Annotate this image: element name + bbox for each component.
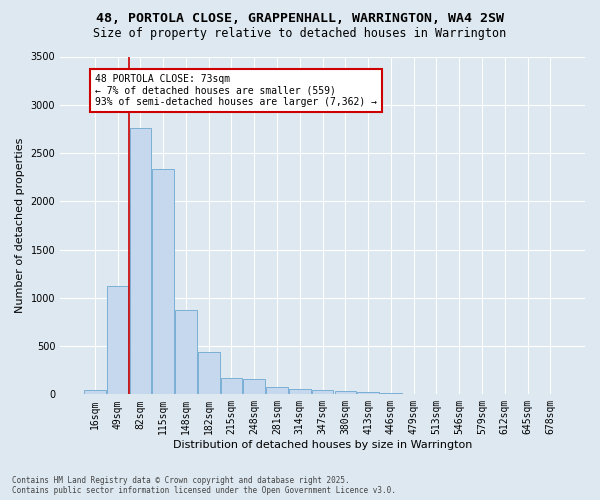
Bar [335, 391, 356, 394]
Y-axis label: Number of detached properties: Number of detached properties [15, 138, 25, 313]
Text: 48 PORTOLA CLOSE: 73sqm
← 7% of detached houses are smaller (559)
93% of semi-de: 48 PORTOLA CLOSE: 73sqm ← 7% of detached… [95, 74, 377, 107]
X-axis label: Distribution of detached houses by size in Warrington: Distribution of detached houses by size … [173, 440, 472, 450]
Bar [152, 170, 174, 394]
Bar [107, 286, 128, 395]
Bar [84, 390, 106, 394]
Bar [130, 128, 151, 394]
Bar [198, 352, 220, 395]
Text: 48, PORTOLA CLOSE, GRAPPENHALL, WARRINGTON, WA4 2SW: 48, PORTOLA CLOSE, GRAPPENHALL, WARRINGT… [96, 12, 504, 26]
Bar [289, 389, 311, 394]
Bar [175, 310, 197, 394]
Bar [312, 390, 334, 394]
Text: Contains HM Land Registry data © Crown copyright and database right 2025.
Contai: Contains HM Land Registry data © Crown c… [12, 476, 396, 495]
Bar [358, 392, 379, 394]
Bar [380, 393, 402, 394]
Bar [266, 386, 288, 394]
Bar [244, 380, 265, 394]
Text: Size of property relative to detached houses in Warrington: Size of property relative to detached ho… [94, 28, 506, 40]
Bar [221, 378, 242, 394]
